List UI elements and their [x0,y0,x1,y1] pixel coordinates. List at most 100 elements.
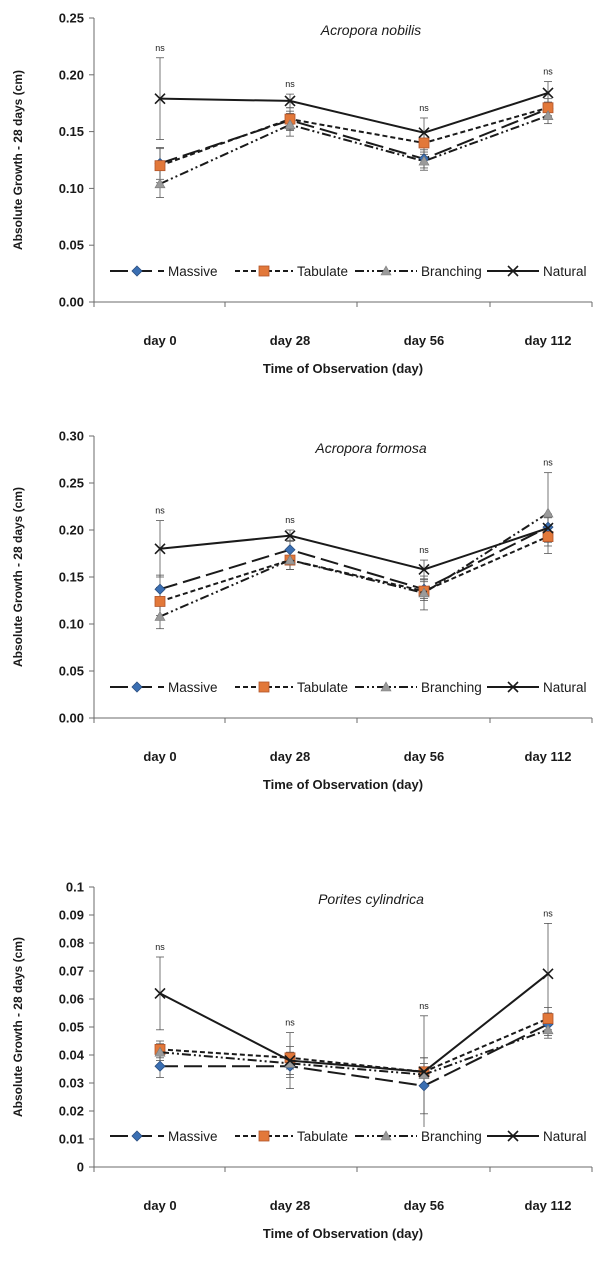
x-axis-label: Time of Observation (day) [263,1226,423,1241]
data-point [542,507,554,518]
y-axis-label: Absolute Growth - 28 days (cm) [11,937,25,1117]
series-line [159,114,549,185]
series-branching [154,507,554,621]
legend-item-bg [353,262,497,280]
legend-marker [258,1130,270,1142]
y-tick-label: 0.09 [59,908,84,923]
y-tick-label: 0.08 [59,936,84,951]
x-tick-label: day 0 [143,749,176,764]
chart-panel-3: 0 0.01 0.02 0.03 0.04 0.05 0.06 0.07 0.08 0.09 0.1… [11,880,603,1241]
data-point [154,1060,166,1072]
data-point [542,522,554,534]
data-point [542,1024,554,1035]
significance-label: ns [155,942,165,952]
y-axis-label: Absolute Growth - 28 days (cm) [11,487,25,667]
data-point [154,987,166,999]
y-tick-label: 0.10 [59,181,84,196]
series-line [159,973,549,1073]
data-point [154,596,166,607]
y-tick-label: 0.00 [59,295,84,310]
data-point [284,554,296,565]
significance-label: ns [155,506,165,516]
x-tick-label: day 28 [270,333,310,348]
legend-marker [507,681,519,693]
legend-label: Branching [421,264,482,279]
series-line [159,535,549,603]
significance-label: ns [543,67,553,77]
legend-label: Natural [543,680,587,695]
chart-title: Acropora formosa [314,440,426,456]
legend-item-bg [353,1127,497,1145]
y-tick-label: 0.1 [66,880,84,895]
legend: Massive Tabulate Branching Natural [108,1127,603,1145]
legend-item-natural: Natural [485,262,603,280]
significance-label: ns [419,545,429,555]
data-point [418,127,430,139]
legend-label: Natural [543,1129,587,1144]
y-axis-label: Absolute Growth - 28 days (cm) [11,70,25,250]
series-line [159,512,549,618]
data-point [154,160,166,172]
data-point [418,1066,430,1078]
y-tick-label: 0.20 [59,523,84,538]
legend-marker [380,681,392,692]
x-tick-label: day 0 [143,333,176,348]
series-line [159,1017,549,1073]
series-line [159,92,549,134]
legend-item-natural: Natural [485,1127,603,1145]
y-tick-label: 0.00 [59,711,84,726]
legend-item-bg [485,1127,603,1145]
legend-marker [380,265,392,276]
legend-item-massive: Massive [108,678,228,696]
y-tick-label: 0.05 [59,1020,84,1035]
data-point [418,137,430,149]
legend-item-bg [353,678,497,696]
legend-label: Branching [421,680,482,695]
y-tick-label: 0.02 [59,1104,84,1119]
x-tick-label: day 28 [270,1198,310,1213]
legend: Massive Tabulate Branching Natural [108,678,603,696]
y-tick-label: 0.30 [59,429,84,444]
data-point [284,544,296,556]
chart-title: Acropora nobilis [320,22,421,38]
legend-item-tabulate: Tabulate [233,1127,365,1145]
y-tick-label: 0.06 [59,992,84,1007]
x-tick-label: day 112 [525,749,572,764]
legend-label: Massive [168,264,218,279]
y-tick-label: 0.01 [59,1132,84,1147]
legend-marker [507,1130,519,1142]
data-point [542,968,554,980]
chart-panel-2: 0.00 0.05 0.10 0.15 0.20 0.25 0.30 day 0 day 28 d… [11,429,603,792]
legend-item-natural: Natural [485,678,603,696]
data-point [418,1080,430,1092]
legend-marker [258,265,270,277]
legend-marker [380,1130,392,1141]
data-point [542,1013,554,1024]
series-line [159,106,549,167]
series-natural [154,968,554,1078]
significance-label: ns [285,1018,295,1028]
series-massive [154,1018,554,1092]
y-tick-label: 0 [77,1160,84,1175]
data-point [418,155,430,166]
legend-item-branching: Branching [353,1127,497,1145]
data-point [154,583,166,595]
x-tick-label: day 28 [270,749,310,764]
chart-title: Porites cylindrica [318,891,424,907]
legend-marker [131,265,143,277]
legend-marker [131,1130,143,1142]
y-tick-label: 0.04 [59,1048,85,1063]
data-point [284,530,296,542]
x-tick-label: day 0 [143,1198,176,1213]
legend-label: Tabulate [297,1129,348,1144]
y-tick-label: 0.07 [59,964,84,979]
data-point [154,93,166,105]
data-point [284,1055,296,1067]
legend-item-bg [485,678,603,696]
y-tick-label: 0.20 [59,67,84,82]
y-tick-label: 0.05 [59,664,84,679]
legend-label: Massive [168,1129,218,1144]
legend-label: Tabulate [297,264,348,279]
significance-label: ns [419,1001,429,1011]
